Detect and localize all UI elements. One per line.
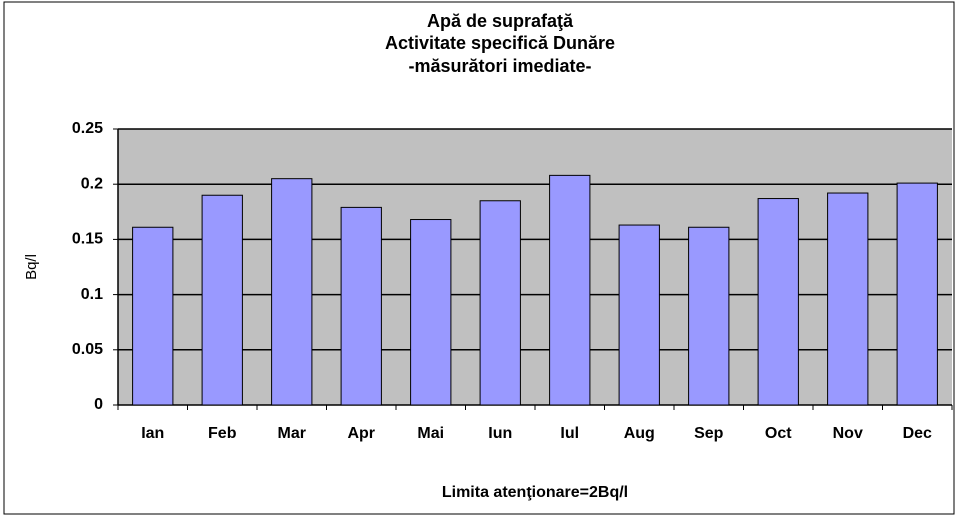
x-tick-label: Nov <box>833 425 863 442</box>
y-tick-label: 0.2 <box>81 175 103 192</box>
x-tick-label: Feb <box>208 425 237 442</box>
x-tick-label: Sep <box>694 425 724 442</box>
x-tick-label: Iul <box>560 425 579 442</box>
bar <box>688 226 730 406</box>
bar <box>410 219 452 406</box>
chart-title: -măsurători imediate- <box>408 56 591 76</box>
bar <box>549 174 591 406</box>
x-tick-label: Oct <box>765 425 792 442</box>
y-tick-label: 0.05 <box>72 341 103 358</box>
y-tick-label: 0.1 <box>81 286 103 303</box>
bar <box>201 194 243 406</box>
bar <box>132 226 174 406</box>
bar <box>757 198 799 406</box>
x-axis-label: Limita atenţionare=2Bq/l <box>442 484 628 501</box>
bar <box>271 178 313 406</box>
x-tick-label: Iun <box>488 425 512 442</box>
x-tick-label: Apr <box>347 425 375 442</box>
plot-area <box>118 129 952 405</box>
x-tick-label: Dec <box>903 425 932 442</box>
y-tick-label: 0.15 <box>72 231 103 248</box>
y-axis-label: Bq/l <box>23 254 40 280</box>
bar <box>479 200 521 406</box>
chart-title: Activitate specifică Dunăre <box>385 33 615 53</box>
x-tick-label: Mar <box>278 425 306 442</box>
bar <box>896 182 938 406</box>
y-tick-label: 0 <box>94 396 103 413</box>
bar <box>618 224 660 406</box>
bar <box>827 192 869 406</box>
bar <box>340 206 382 406</box>
x-tick-label: Mai <box>417 425 444 442</box>
y-tick-label: 0.25 <box>72 120 103 137</box>
x-tick-label: Aug <box>624 425 655 442</box>
chart-title: Apă de suprafaţă <box>427 11 574 31</box>
x-tick-label: Ian <box>141 425 164 442</box>
